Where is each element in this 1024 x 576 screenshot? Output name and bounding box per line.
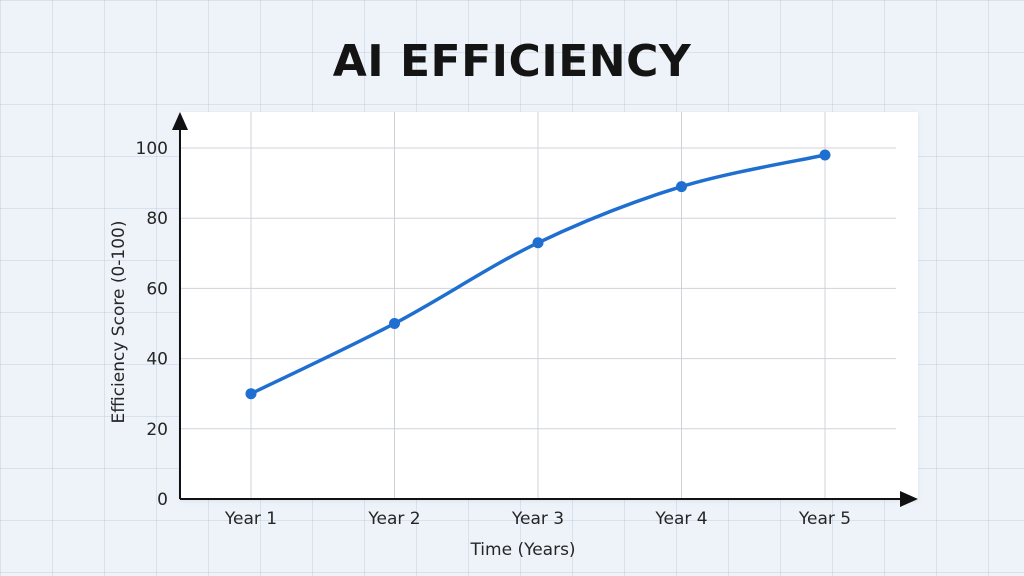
y-tick-label: 40 (146, 350, 168, 370)
y-tick-label: 100 (136, 139, 168, 159)
y-tick-label: 60 (146, 279, 168, 299)
data-point (532, 237, 544, 249)
data-point (245, 388, 257, 400)
x-tick-labels: Year 1 Year 2 Year 3 Year 4 Year 5 (224, 509, 851, 529)
grid-lines (180, 112, 896, 499)
x-axis-arrow-icon (900, 491, 918, 507)
x-tick-label: Year 3 (511, 509, 564, 529)
x-tick-label: Year 4 (654, 509, 707, 529)
data-points (245, 149, 831, 400)
y-axis-arrow-icon (172, 112, 188, 130)
x-tick-label: Year 2 (367, 509, 420, 529)
chart-title: AI EFFICIENCY (332, 36, 692, 87)
x-tick-label: Year 1 (224, 509, 277, 529)
x-tick-label: Year 5 (798, 509, 851, 529)
y-tick-label: 0 (157, 490, 168, 510)
x-axis-label: Time (Years) (469, 540, 575, 560)
plot-area (180, 112, 918, 500)
data-point (676, 181, 687, 193)
y-axis-label: Efficiency Score (0-100) (109, 221, 129, 424)
data-point (819, 149, 831, 161)
data-point (389, 318, 400, 329)
y-tick-label: 80 (146, 209, 168, 229)
y-tick-label: 20 (146, 420, 168, 440)
axes (172, 112, 918, 507)
y-tick-labels: 0 20 40 60 80 100 (136, 139, 168, 510)
